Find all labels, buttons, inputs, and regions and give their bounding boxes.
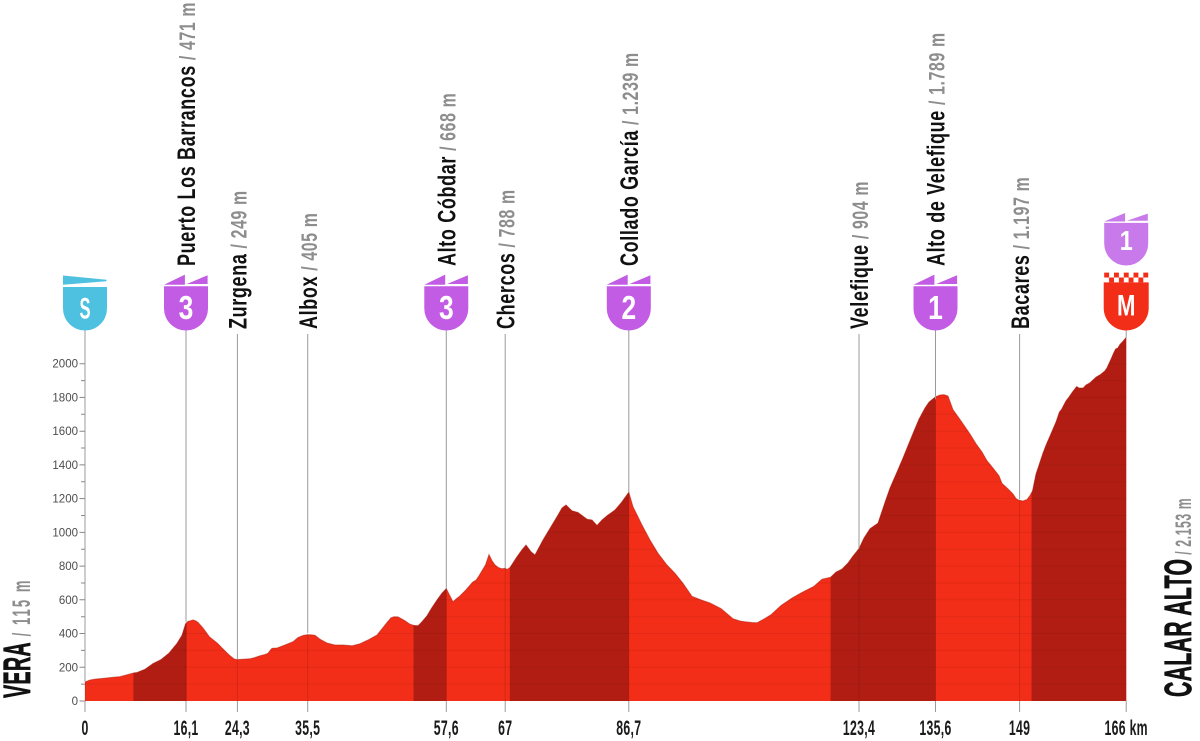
svg-text:CALAR ALTO / 2.153 m: CALAR ALTO / 2.153 m (1156, 498, 1199, 697)
svg-text:35,5: 35,5 (295, 715, 320, 739)
svg-text:200: 200 (59, 662, 78, 674)
svg-text:3: 3 (439, 290, 454, 326)
svg-text:16,1: 16,1 (173, 715, 198, 739)
svg-text:2: 2 (621, 290, 636, 326)
svg-text:1: 1 (1120, 226, 1133, 256)
svg-text:67: 67 (498, 715, 512, 739)
svg-text:Collado García / 1.239 m: Collado García / 1.239 m (615, 52, 644, 266)
svg-text:1000: 1000 (52, 527, 78, 539)
svg-text:Bacares / 1.197 m: Bacares / 1.197 m (1006, 177, 1035, 329)
svg-text:Chercos / 788 m: Chercos / 788 m (491, 189, 520, 329)
svg-text:800: 800 (59, 561, 78, 573)
svg-text:166 km: 166 km (1105, 715, 1148, 739)
svg-text:Alto Cóbdar / 668 m: Alto Cóbdar / 668 m (433, 93, 462, 266)
svg-text:0: 0 (81, 715, 88, 739)
svg-text:2000: 2000 (52, 359, 78, 371)
svg-text:1800: 1800 (52, 392, 78, 404)
svg-text:1: 1 (928, 290, 943, 326)
svg-text:57,6: 57,6 (434, 715, 459, 739)
svg-text:S: S (79, 292, 90, 325)
svg-text:1600: 1600 (52, 426, 78, 438)
svg-text:400: 400 (59, 629, 78, 641)
svg-text:1400: 1400 (52, 460, 78, 472)
svg-text:600: 600 (59, 595, 78, 607)
svg-text:Alto de Velefique / 1.789 m: Alto de Velefique / 1.789 m (922, 32, 951, 266)
svg-text:M: M (1117, 288, 1135, 322)
svg-text:1200: 1200 (52, 494, 78, 506)
svg-text:149: 149 (1009, 715, 1030, 739)
svg-text:3: 3 (179, 290, 194, 326)
svg-text:Albox / 405 m: Albox / 405 m (294, 213, 323, 329)
svg-text:123,4: 123,4 (843, 715, 875, 739)
svg-text:Puerto Los Barrancos / 471 m: Puerto Los Barrancos / 471 m (172, 2, 201, 266)
svg-text:VERA / 115 m: VERA / 115 m (0, 579, 39, 698)
svg-text:24,3: 24,3 (225, 715, 250, 739)
svg-text:0: 0 (72, 696, 78, 708)
svg-text:Zurgena / 249 m: Zurgena / 249 m (224, 190, 253, 329)
svg-text:Velefique / 904 m: Velefique / 904 m (845, 181, 874, 329)
svg-text:135,6: 135,6 (919, 715, 951, 739)
svg-text:86,7: 86,7 (616, 715, 641, 739)
